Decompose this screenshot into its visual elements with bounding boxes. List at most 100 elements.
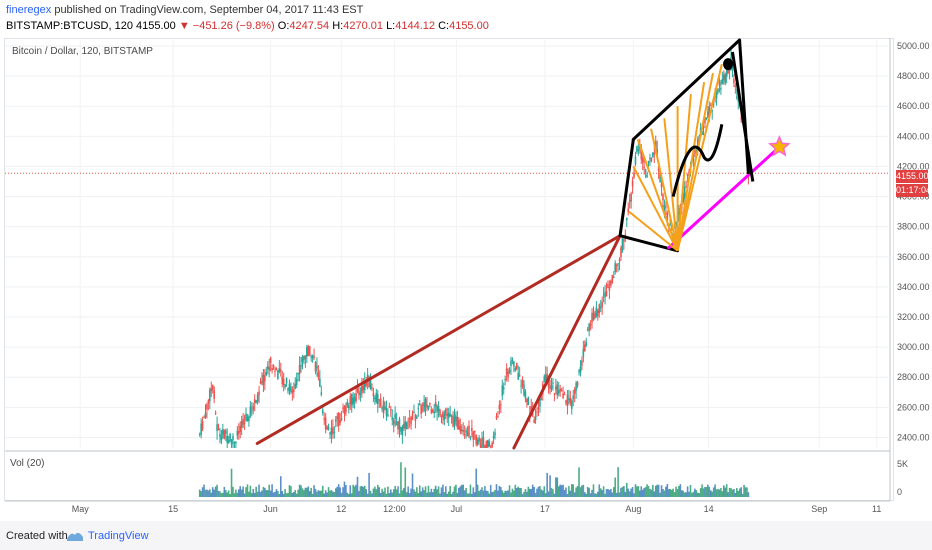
volume-bar	[650, 489, 653, 497]
volume-bar	[698, 493, 700, 497]
volume-bar	[460, 484, 463, 497]
volume-bar	[614, 477, 617, 497]
volume-bar	[497, 490, 499, 497]
tradingview-brand-link[interactable]: TradingView	[88, 530, 149, 542]
candle-body	[459, 426, 462, 432]
volume-bar	[262, 486, 265, 497]
candle-body	[565, 400, 567, 404]
volume-bar	[562, 484, 564, 497]
volume-bar	[326, 492, 328, 497]
high-label: H:	[332, 20, 344, 32]
volume-bar	[549, 475, 551, 497]
volume-bar	[536, 488, 538, 497]
volume-bar	[695, 490, 698, 497]
candle-body	[356, 387, 359, 392]
volume-bar	[586, 486, 589, 497]
volume-bar	[718, 489, 721, 497]
volume-bar	[649, 488, 651, 497]
volume-bar	[615, 492, 618, 497]
candle-body	[568, 398, 570, 400]
volume-bar	[271, 484, 273, 497]
volume-bar	[387, 486, 389, 497]
candle-body	[269, 357, 272, 364]
volume-bar	[531, 484, 534, 497]
candle-body	[314, 362, 317, 372]
volume-bar	[547, 491, 550, 497]
candle-body	[376, 394, 379, 404]
candle-body	[559, 388, 561, 392]
volume-bar	[691, 492, 693, 497]
volume-bar	[408, 493, 411, 497]
candle-body	[511, 359, 514, 361]
volume-bar	[633, 493, 635, 497]
volume-bar	[421, 487, 424, 497]
candle-body	[634, 156, 637, 165]
volume-bar	[361, 486, 363, 497]
volume-bar	[465, 487, 467, 497]
volume-bar	[324, 490, 327, 497]
candle-body	[707, 111, 709, 118]
candle-body	[584, 344, 586, 352]
candle-body	[694, 150, 696, 152]
candle-body	[469, 437, 472, 439]
volume-bar	[553, 493, 556, 497]
volume-bar	[592, 484, 595, 497]
candle-body	[708, 106, 711, 118]
candle-body	[433, 411, 436, 414]
volume-bar	[416, 487, 418, 497]
candle-body	[310, 356, 312, 358]
candle-body	[611, 274, 614, 283]
volume-bar	[279, 476, 282, 497]
volume-bar	[456, 492, 459, 497]
x-tick-label: 14	[704, 504, 714, 514]
volume-bar	[505, 490, 508, 497]
volume-bar	[694, 488, 696, 497]
candle-body	[200, 423, 202, 435]
volume-bar	[293, 491, 295, 497]
price-chart[interactable]: 2400.00 2600.00 2800.00 3000.00 3200.00 3400.…	[0, 0, 932, 520]
candle-body	[573, 389, 576, 394]
volume-bar	[594, 493, 596, 497]
volume-bar	[500, 486, 502, 497]
volume-bar	[255, 486, 257, 497]
volume-bar	[733, 489, 735, 497]
candle-body	[556, 384, 559, 396]
candle-body	[368, 376, 370, 388]
volume-bar	[534, 492, 537, 497]
volume-bar	[472, 487, 475, 497]
candle-body	[683, 187, 686, 199]
volume-bar	[479, 489, 482, 497]
candle-body	[340, 418, 343, 420]
volume-bar	[731, 489, 734, 497]
candle-body	[524, 391, 527, 399]
volume-bar	[502, 492, 505, 497]
tradingview-logo-icon	[67, 532, 83, 541]
candle-body	[279, 369, 282, 372]
volume-bar	[717, 488, 719, 497]
candle-body	[361, 385, 363, 394]
volume-bar	[384, 487, 386, 497]
candle-body	[387, 414, 389, 417]
candle-body	[258, 391, 260, 396]
volume-bar	[508, 485, 511, 497]
last-price-tag: 4155.00	[896, 170, 929, 183]
volume-bar	[392, 489, 395, 497]
candle-body	[424, 398, 427, 408]
candle-body	[327, 426, 330, 430]
volume-bar	[670, 489, 673, 497]
volume-bar	[487, 490, 489, 497]
volume-bar	[746, 487, 748, 497]
candle-body	[210, 388, 213, 392]
volume-bar	[358, 491, 360, 497]
author-link[interactable]: fineregex	[6, 4, 52, 16]
candle-body	[515, 362, 518, 369]
volume-bar	[679, 484, 682, 497]
candle-body	[591, 312, 593, 323]
candle-body	[608, 287, 611, 291]
volume-bar	[736, 488, 738, 497]
volume-bar	[398, 493, 401, 497]
volume-bar	[682, 490, 685, 497]
y-tick-label: 4200.00	[897, 161, 930, 171]
candle-body	[227, 440, 230, 444]
volume-bar	[557, 486, 560, 497]
